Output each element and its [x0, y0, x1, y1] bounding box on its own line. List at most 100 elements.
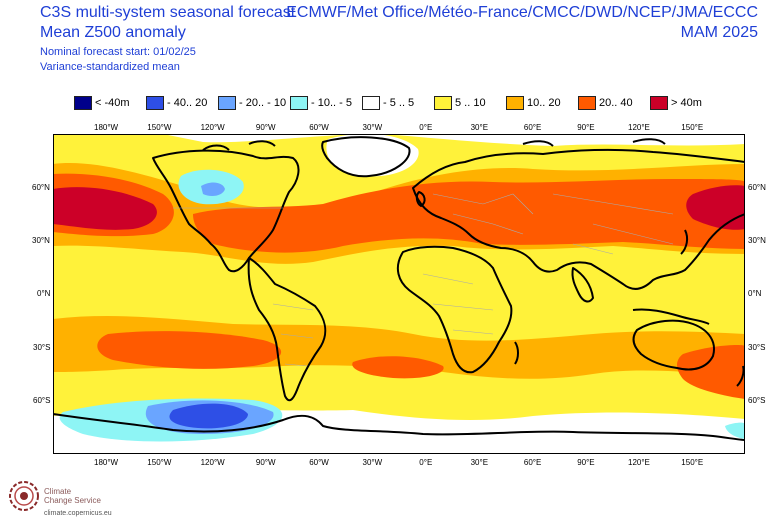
latitude-label-left: 0°N [37, 289, 51, 298]
longitude-label-bottom: 0°E [419, 458, 433, 467]
latitude-label-left: 60°S [33, 396, 51, 405]
field-lightblue-canada [201, 182, 225, 197]
field-blue-south [169, 403, 248, 429]
legend-item: - 20.. - 10 [218, 95, 286, 111]
longitude-label-bottom: 30°W [362, 458, 383, 467]
latitude-label-right: 30°S [748, 343, 766, 352]
longitude-label-top: 90°W [255, 123, 276, 132]
longitude-label-top: 150°E [681, 123, 704, 132]
field-red-orange-spacific [97, 331, 282, 369]
longitude-label-top: 30°E [470, 123, 489, 132]
coast-japan [680, 229, 689, 255]
field-darkred-npacific [53, 187, 157, 230]
field-darkred-npacific-east [686, 185, 745, 230]
coast-antarctica [53, 413, 745, 441]
legend-swatch [578, 96, 596, 110]
subtitle-variance: Variance-standardized mean [40, 61, 180, 73]
latitude-label-left: 30°N [32, 236, 50, 245]
longitude-label-top: 60°E [523, 123, 542, 132]
latitude-label-left: 30°S [33, 343, 51, 352]
longitude-label-bottom: 60°E [523, 458, 542, 467]
centres-list: ECMWF/Met Office/Météo-France/CMCC/DWD/N… [286, 4, 758, 21]
legend-label: - 5 .. 5 [383, 97, 415, 109]
coast-uk [415, 191, 426, 207]
anomaly-map [53, 134, 745, 454]
legend-swatch [146, 96, 164, 110]
logo-url: climate.copernicus.eu [44, 510, 112, 517]
coast-eurasia [412, 148, 745, 290]
legend-swatch [650, 96, 668, 110]
coast-arctic-islands [202, 138, 666, 151]
latitude-label-left: 60°N [32, 183, 50, 192]
copernicus-logo-icon [9, 481, 39, 511]
coast-australia [632, 319, 715, 371]
field-white-arctic [163, 134, 745, 146]
legend-swatch [218, 96, 236, 110]
title-line-2: Mean Z500 anomaly [40, 24, 186, 41]
legend-item: - 10.. - 5 [290, 95, 352, 111]
legend-item: - 5 .. 5 [362, 95, 414, 111]
longitude-label-bottom: 90°W [255, 458, 276, 467]
season-label: MAM 2025 [680, 24, 758, 41]
legend-item: < -40m [74, 95, 130, 111]
longitude-label-bottom: 150°E [681, 458, 704, 467]
latitude-label-right: 60°N [748, 183, 766, 192]
logo-text-climate: Climate [44, 487, 72, 496]
coastlines [53, 136, 745, 441]
field-cyan-south-east [725, 422, 745, 439]
legend-swatch [290, 96, 308, 110]
longitude-label-top: 120°E [628, 123, 650, 132]
legend-item: 20.. 40 [578, 95, 633, 111]
legend-label: - 20.. - 10 [239, 97, 287, 109]
longitude-label-bottom: 60°W [309, 458, 329, 467]
coast-madagascar [514, 341, 519, 365]
latitude-label-right: 30°N [748, 236, 766, 245]
longitude-label-bottom: 30°E [470, 458, 489, 467]
border-asia [552, 193, 674, 255]
longitude-label-bottom: 150°W [147, 458, 172, 467]
map-frame [53, 134, 745, 454]
longitude-label-top: 60°W [309, 123, 329, 132]
longitude-label-top: 0°E [419, 123, 433, 132]
field-red-orange-satlantic [352, 356, 444, 379]
legend-label: 10.. 20 [527, 97, 561, 109]
legend-label: 20.. 40 [599, 97, 633, 109]
border-europe [432, 193, 534, 235]
legend-label: > 40m [671, 97, 702, 109]
longitude-label-bottom: 120°W [200, 458, 225, 467]
coast-indonesia [632, 308, 710, 325]
longitude-label-bottom: 90°E [577, 458, 595, 467]
longitude-label-top: 90°E [577, 123, 595, 132]
coast-north-america [152, 149, 300, 273]
latitude-label-right: 0°N [748, 289, 762, 298]
legend-item: 5 .. 10 [434, 95, 486, 111]
legend-item: > 40m [650, 95, 702, 111]
legend-swatch [506, 96, 524, 110]
longitude-label-top: 30°W [362, 123, 383, 132]
field-white-greenland [326, 134, 419, 177]
longitude-label-bottom: 120°E [628, 458, 650, 467]
coast-new-zealand [736, 365, 745, 387]
legend-label: 5 .. 10 [455, 97, 486, 109]
legend-swatch [434, 96, 452, 110]
legend-item: - 40.. 20 [146, 95, 207, 111]
legend-swatch [74, 96, 92, 110]
longitude-label-top: 120°W [200, 123, 225, 132]
coast-india [571, 267, 594, 303]
longitude-label-top: 150°W [147, 123, 172, 132]
longitude-label-top: 180°W [94, 123, 119, 132]
country-borders [173, 193, 674, 367]
logo-text-service: Change Service [44, 496, 101, 505]
latitude-label-right: 60°S [748, 396, 766, 405]
legend-item: 10.. 20 [506, 95, 561, 111]
legend-swatch [362, 96, 380, 110]
longitude-label-bottom: 180°W [94, 458, 119, 467]
subtitle-forecast-start: Nominal forecast start: 01/02/25 [40, 46, 196, 58]
title-line-1: C3S multi-system seasonal forecast [40, 4, 296, 21]
coast-greenland [321, 136, 411, 178]
field-red-orange-atlantic [193, 179, 745, 253]
legend-label: - 10.. - 5 [311, 97, 352, 109]
coast-south-america [247, 257, 327, 402]
legend-label: < -40m [95, 97, 130, 109]
field-red-orange-sindian [677, 344, 745, 399]
